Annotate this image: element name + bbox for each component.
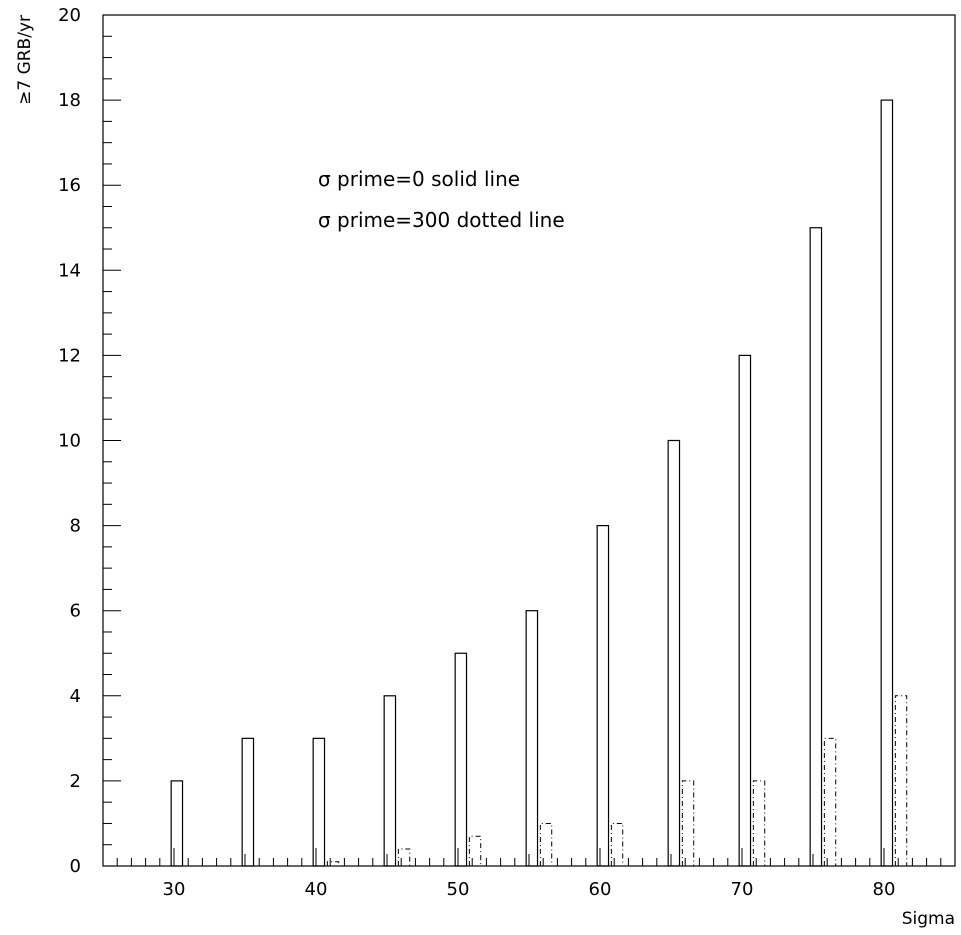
- tick-labels: 0 2 4 6 8 10 12 14 16 18 20 30 40 50 60 70 80: [58, 5, 895, 900]
- x-axis-label: Sigma: [902, 909, 955, 929]
- solid-bar: [738, 354, 752, 867]
- solid-bar: [809, 227, 823, 867]
- dotted-bar: [610, 822, 624, 866]
- dotted-bar: [752, 780, 766, 866]
- x-tick-label: 60: [589, 879, 612, 900]
- plot-frame: [102, 14, 956, 867]
- x-tick-label: 70: [731, 879, 754, 900]
- dotted-bar: [539, 822, 553, 866]
- y-tick-label: 0: [70, 856, 81, 877]
- annotation-dotted: σ prime=300 dotted line: [318, 208, 565, 232]
- y-tick-label: 20: [58, 5, 81, 26]
- y-tick-label: 14: [58, 260, 81, 281]
- dotted-bar: [397, 848, 411, 866]
- y-tick-label: 2: [70, 771, 81, 792]
- dotted-bar: [468, 835, 482, 866]
- dotted-bar: [681, 780, 695, 866]
- solid-bar: [454, 652, 468, 867]
- y-tick-label: 16: [58, 175, 81, 196]
- solid-bar: [170, 780, 184, 867]
- y-tick-label: 10: [58, 431, 81, 452]
- solid-bar: [525, 610, 539, 867]
- solid-bar: [241, 737, 255, 867]
- dotted-bar: [894, 695, 908, 866]
- y-tick-label: 12: [58, 345, 81, 366]
- y-tick-label: 6: [70, 601, 81, 622]
- dotted-series: [326, 695, 908, 866]
- x-tick-label: 50: [447, 879, 470, 900]
- solid-bar: [667, 439, 681, 867]
- solid-bar: [383, 695, 397, 867]
- axis-ticks: [102, 14, 956, 867]
- dotted-bar: [326, 861, 340, 866]
- dotted-bar: [823, 737, 837, 866]
- solid-bar: [312, 737, 326, 867]
- annotation-solid: σ prime=0 solid line: [318, 167, 520, 191]
- solid-bar: [596, 524, 610, 867]
- y-tick-label: 4: [70, 686, 81, 707]
- x-tick-label: 30: [163, 879, 186, 900]
- x-tick-label: 80: [873, 879, 896, 900]
- y-tick-label: 18: [58, 90, 81, 111]
- solid-bar: [880, 99, 894, 867]
- solid-series: [170, 99, 894, 867]
- y-tick-label: 8: [70, 516, 81, 537]
- x-tick-label: 40: [305, 879, 328, 900]
- y-axis-label: ≥7 GRB/yr: [15, 15, 35, 105]
